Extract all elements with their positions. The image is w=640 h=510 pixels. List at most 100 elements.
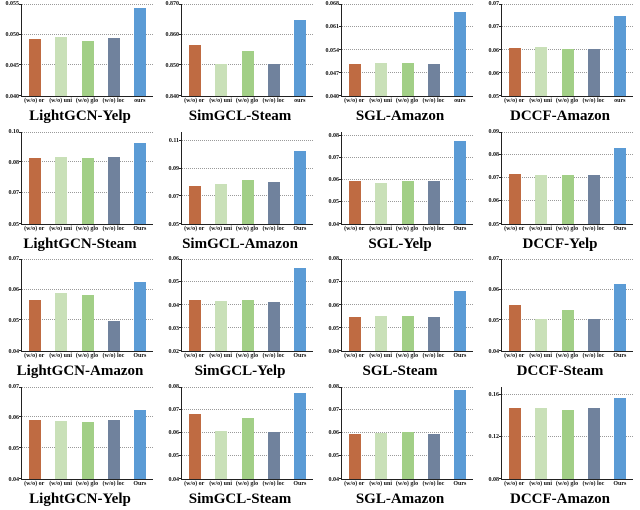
gridline — [22, 131, 153, 133]
gridline — [342, 386, 473, 388]
x-tick-label: Ours — [453, 353, 467, 359]
bar-w-o-glo — [81, 41, 94, 96]
bar-w-o-uni — [55, 420, 68, 479]
y-tick-mark — [179, 454, 182, 456]
y-tick-label: 0.04 — [328, 476, 340, 483]
gridline — [342, 4, 473, 5]
y-tick-label: 0.16 — [488, 391, 500, 398]
y-tick-label: 0.040 — [5, 94, 20, 100]
x-tick-label: ours — [454, 98, 466, 104]
y-tick-mark — [19, 4, 22, 5]
bars-row — [182, 4, 313, 96]
chart-title: SimGCL-Steam — [188, 108, 292, 124]
bar-w-o-or — [509, 173, 522, 224]
plot-area: 0.05 0.06 0.07 0.08 0.09 — [480, 129, 640, 228]
plot-canvas — [499, 259, 633, 352]
x-tick-label: ours — [134, 98, 146, 104]
y-tick-mark — [19, 319, 22, 321]
bar-w-o-glo — [241, 417, 254, 479]
bar-slot — [554, 387, 580, 479]
y-tick-label: 0.05 — [168, 221, 180, 228]
y-tick-label: 0.08 — [168, 383, 180, 390]
x-tick-label: (w/o) glo — [235, 225, 259, 232]
x-tick-label: (w/o) uni — [369, 225, 393, 232]
plot-area: 0.040 0.047 0.054 0.061 0.068 — [320, 1, 480, 100]
y-tick-label: 0.08 — [488, 151, 500, 158]
bar-w-o-uni — [215, 64, 228, 96]
y-tick-label: 0.055 — [5, 1, 20, 7]
bar-w-o-glo — [561, 409, 574, 479]
x-tick-label: (w/o) uni — [529, 98, 553, 104]
bar-w-o-loc — [267, 64, 280, 96]
y-tick-mark — [179, 33, 182, 35]
bar-w-o-loc — [107, 156, 120, 224]
bar-w-o-or — [509, 47, 522, 96]
y-axis: 0.040 0.045 0.050 0.055 — [0, 1, 21, 100]
gridline — [502, 4, 633, 5]
chart-title: SimGCL-Yelp — [194, 363, 286, 379]
y-tick-mark — [339, 259, 342, 260]
bars-row — [342, 259, 473, 351]
y-tick-mark — [499, 153, 502, 155]
y-tick-mark — [19, 64, 22, 66]
y-tick-mark — [499, 435, 502, 437]
x-tick-label: (w/o) uni — [369, 480, 393, 487]
gridline — [342, 304, 473, 305]
bar-slot — [607, 4, 633, 96]
plot-canvas — [499, 4, 633, 97]
bar-w-o-glo — [241, 50, 254, 96]
x-axis-labels: (w/o) or (w/o) uni (w/o) glo (w/o) loc Ours — [341, 226, 473, 234]
x-axis-labels: (w/o) or (w/o) uni (w/o) glo (w/o) loc ours — [21, 98, 153, 106]
bar-slot — [74, 259, 100, 351]
x-tick-label: Ours — [293, 225, 307, 232]
chart-title: LightGCN-Steam — [23, 235, 137, 252]
x-tick-label: (w/o) glo — [555, 225, 579, 232]
y-tick-mark — [179, 304, 182, 305]
bar-slot — [394, 259, 420, 351]
plot-canvas — [339, 131, 473, 225]
x-tick-label: (w/o) glo — [75, 353, 99, 359]
bar-w-o-glo — [561, 309, 574, 351]
y-tick-label: 0.03 — [168, 325, 180, 332]
y-tick-label: 0.07 — [168, 406, 180, 413]
y-tick-label: 0.05 — [488, 318, 500, 325]
chart-panel-16: 0.08 0.12 0.16 (w/o) or (w/o) uni (w/o) glo (w… — [480, 383, 640, 510]
bar-ours — [133, 409, 146, 479]
chart-panel-3: 0.040 0.047 0.054 0.061 0.068 (w/o) or (w/o) u… — [320, 0, 480, 128]
y-tick-label: 0.07 — [488, 1, 500, 7]
y-tick-mark — [19, 131, 22, 133]
bar-slot — [261, 387, 287, 479]
bar-w-o-or — [509, 408, 522, 479]
bars-row — [342, 4, 473, 96]
bar-ours — [293, 268, 306, 351]
bar-slot — [208, 4, 234, 96]
bar-w-o-uni — [55, 293, 68, 351]
y-tick-mark — [19, 95, 22, 96]
x-tick-label: Ours — [133, 225, 147, 232]
bar-w-o-or — [349, 180, 362, 224]
y-axis: 0.08 0.12 0.16 — [480, 387, 501, 483]
y-tick-mark — [499, 393, 502, 395]
x-tick-label: Ours — [133, 480, 147, 487]
gridline — [342, 281, 473, 282]
y-tick-mark — [499, 199, 502, 201]
y-tick-mark — [339, 304, 342, 305]
chart-panel-15: 0.04 0.05 0.06 0.07 0.08 (w/o) or (w/o) uni (w/… — [320, 383, 480, 510]
y-tick-mark — [19, 161, 22, 163]
y-tick-mark — [339, 72, 342, 73]
y-tick-mark — [499, 26, 502, 27]
bar-slot — [74, 387, 100, 479]
x-tick-label: (w/o) loc — [582, 480, 605, 487]
x-tick-label: (w/o) loc — [262, 98, 285, 104]
y-tick-label: 0.05 — [328, 453, 340, 460]
y-tick-mark — [499, 131, 502, 133]
bar-slot — [502, 4, 528, 96]
bar-slot — [234, 4, 260, 96]
gridline — [22, 386, 153, 388]
bar-slot — [342, 387, 368, 479]
bar-w-o-or — [509, 305, 522, 351]
bar-slot — [342, 4, 368, 96]
bar-slot — [287, 4, 313, 96]
plot-canvas — [19, 131, 153, 225]
bar-ours — [293, 20, 306, 96]
